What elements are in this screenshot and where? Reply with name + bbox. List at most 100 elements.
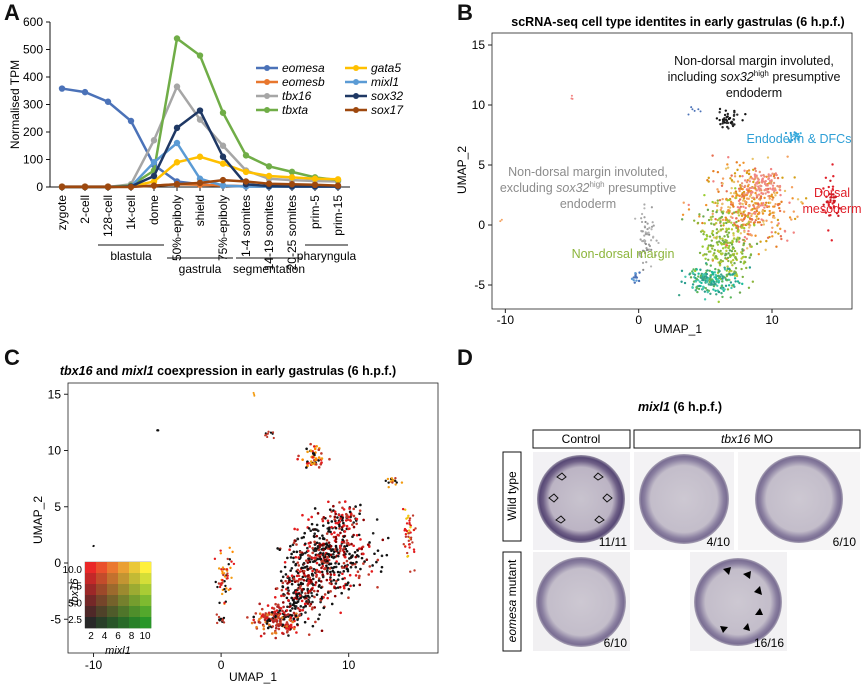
data-point-sox17 (81, 183, 89, 191)
legend-cell (140, 595, 152, 607)
umap-coexpression: tbx16 and mixl1 coexpression in early ga… (31, 364, 439, 684)
legend-cell (118, 606, 130, 618)
data-point-sox32 (173, 124, 181, 132)
cluster-main-teal (677, 262, 752, 301)
x-tick-label: 2-cell (78, 195, 92, 224)
data-point-sox17 (196, 179, 204, 187)
legend-cell (96, 573, 108, 585)
legend-x-tick: 8 (129, 631, 135, 642)
data-point-tbxta (219, 109, 227, 116)
data-point-sox17 (265, 180, 273, 187)
data-point-sox17 (334, 182, 342, 189)
annotation-endoderm-dfcs: Endoderm & DFCs (747, 132, 852, 146)
data-point-mixl1 (150, 159, 158, 166)
cluster-misc-3 (499, 218, 503, 223)
legend-label-eomesa: eomesa (282, 61, 325, 75)
y-tick-label: 15 (48, 387, 62, 401)
y-tick-label: 300 (23, 98, 43, 112)
data-point-sox32 (150, 172, 158, 180)
legend-cell (107, 584, 119, 596)
legend-label-sox32: sox32 (371, 89, 403, 103)
legend-y-tick: 10.0 (63, 565, 83, 576)
umap-cell-types: scRNA-seq cell type identites in early g… (455, 15, 862, 336)
chart-c-xlabel: UMAP_1 (229, 670, 277, 684)
y-tick-label: 15 (472, 38, 486, 52)
legend-cell (96, 617, 108, 629)
count-2: 4/10 (707, 535, 731, 549)
legend-marker-tbxta (264, 107, 270, 113)
panel-letter-d: D (457, 345, 473, 370)
cluster-cyan-endoderm (784, 131, 802, 143)
legend-label-sox17: sox17 (371, 103, 404, 117)
in-situ-panel: mixl1 (6 h.p.f.) Control tbx16 MO Wild t… (502, 400, 861, 652)
data-point-gata5 (334, 176, 342, 183)
data-point-sox17 (58, 183, 66, 191)
row-header-eomesa-mutant: eomesa mutant (505, 559, 519, 642)
x-tick-label: -10 (85, 658, 103, 672)
data-point-gata5 (311, 175, 319, 182)
cluster-misc-far (92, 544, 95, 548)
data-point-gata5 (196, 153, 204, 160)
legend-y-tick: 5.0 (68, 598, 82, 609)
cluster-main (276, 500, 390, 615)
legend-cell (85, 584, 97, 596)
count-1: 11/11 (599, 535, 628, 549)
x-tick-label: 14-19 somites (262, 195, 276, 270)
legend-label-tbx16: tbx16 (282, 89, 312, 103)
legend-label-tbxta: tbxta (282, 103, 308, 117)
x-tick-label: 1-4 somites (239, 195, 253, 257)
legend-x-tick: 2 (88, 631, 94, 642)
legend-cell (129, 606, 141, 618)
x-tick-label: 50%-epiboly (170, 195, 184, 261)
legend-x-tick: 10 (139, 631, 151, 642)
x-tick-label: 1k-cell (124, 195, 138, 230)
data-point-sox17 (288, 181, 296, 188)
cluster-pink-upper (740, 167, 782, 207)
y-tick-label: 0 (36, 180, 43, 194)
x-tick-label: prim-15 (331, 195, 345, 236)
data-point-gata5 (242, 168, 250, 176)
y-tick-label: 0 (54, 556, 61, 570)
data-point-tbx16 (196, 116, 204, 123)
y-axis-label: Normalised TPM (8, 60, 22, 149)
legend-x-tick: 4 (102, 631, 108, 642)
panel-letter-a: A (4, 0, 20, 25)
legend-cell (107, 573, 119, 585)
legend-marker-tbx16 (264, 93, 270, 99)
x-tick-label: dome (147, 195, 161, 225)
data-point-eomesa (58, 85, 66, 92)
x-tick-label: 128-cell (101, 195, 115, 237)
annotation-sox32-high-line3: endoderm (726, 86, 782, 100)
data-point-gata5 (288, 174, 296, 181)
chart-b-xlabel: UMAP_1 (654, 322, 702, 336)
x-tick-label: 10 (342, 658, 356, 672)
data-point-eomesa (81, 88, 89, 96)
legend-cell (140, 584, 152, 596)
data-point-sox17 (173, 181, 181, 188)
legend-cell (107, 617, 119, 629)
cluster-right-b (401, 507, 417, 573)
legend-cell (118, 584, 130, 596)
line-chart-expression: 0 100 200 300 400 500 600 Normalised TPM zygote 2… (8, 15, 404, 276)
legend-cell (96, 595, 108, 607)
y-tick-label: 200 (23, 125, 43, 139)
y-tick-label: -5 (474, 278, 485, 292)
legend-ylabel: tbx16 (69, 578, 81, 606)
image-mo-mutant: 16/16 (690, 552, 787, 651)
legend-cell (118, 573, 130, 585)
data-point-sox17 (127, 183, 135, 191)
cluster-black-endoderm (715, 107, 747, 130)
x-tick-label: prim-5 (308, 195, 322, 229)
stage-label-blastula: blastula (110, 249, 152, 263)
annotation-excl-line3: endoderm (560, 197, 616, 211)
annotation-excl-line2: excluding sox32high presumptive (500, 180, 676, 195)
x-tick-label: 10 (765, 313, 779, 327)
image-mo-wt-1: 4/10 (634, 452, 734, 550)
legend-cell (85, 606, 97, 618)
y-tick-label: 600 (23, 15, 43, 29)
legend-cell (85, 562, 97, 574)
data-point-sox17 (150, 182, 158, 189)
y-tick-label: 10 (472, 98, 486, 112)
cluster-top-mid (296, 442, 331, 469)
data-point-tbxta (242, 152, 250, 159)
